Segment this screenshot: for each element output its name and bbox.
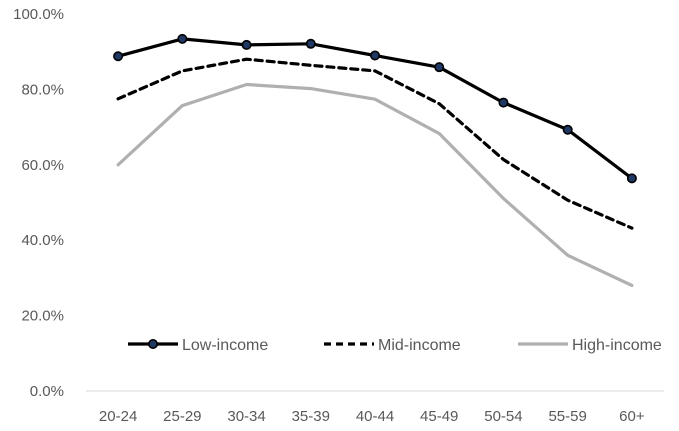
x-tick-label: 30-34 (227, 408, 265, 425)
legend-label-low-income: Low-income (182, 337, 268, 354)
x-tick-label: 25-29 (163, 408, 201, 425)
x-tick-label: 45-49 (420, 408, 458, 425)
series-group (113, 33, 637, 287)
x-tick-label: 35-39 (292, 408, 330, 425)
legend-marker (148, 338, 159, 349)
data-point-marker (113, 51, 124, 62)
data-point-marker (177, 33, 188, 44)
series-line-mid-income (116, 57, 634, 230)
legend-label-high-income: High-income (572, 337, 662, 354)
x-tick-label: 50-54 (484, 408, 522, 425)
y-tick-label: 100.0% (13, 6, 64, 23)
y-tick-label: 0.0% (30, 383, 64, 400)
series-line-high-income (116, 82, 634, 287)
data-point-marker (626, 173, 637, 184)
data-point-marker (369, 50, 380, 61)
y-axis-tick-labels: 0.0% 20.0% 40.0% 60.0% 80.0% 100.0% (13, 6, 64, 400)
data-point-marker (498, 97, 509, 108)
data-point-marker (241, 39, 252, 50)
legend: Low-income Mid-income High-income (128, 337, 662, 354)
y-tick-label: 80.0% (21, 81, 64, 98)
data-point-marker (562, 124, 573, 135)
x-tick-label: 60+ (619, 408, 645, 425)
x-tick-label: 20-24 (99, 408, 137, 425)
y-tick-label: 60.0% (21, 157, 64, 174)
x-tick-label: 55-59 (548, 408, 586, 425)
data-point-marker (434, 62, 445, 73)
data-point-marker (305, 38, 316, 49)
x-axis-tick-labels: 20-24 25-29 30-34 35-39 40-44 45-49 50-54 55-59… (99, 408, 645, 425)
x-tick-label: 40-44 (356, 408, 394, 425)
y-tick-label: 20.0% (21, 308, 64, 325)
y-tick-label: 40.0% (21, 232, 64, 249)
legend-label-mid-income: Mid-income (378, 337, 461, 354)
